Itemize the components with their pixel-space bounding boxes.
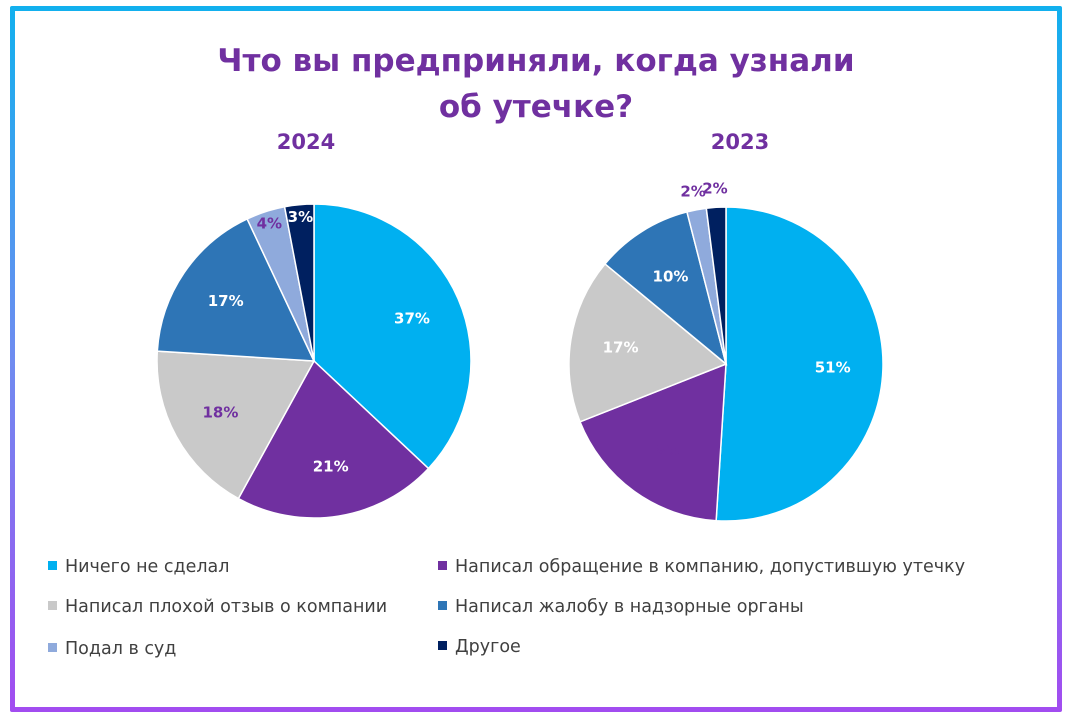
legend-swatch xyxy=(48,600,57,610)
pie-chart-2024: 37% 21% 18% 17% 4% 3% xyxy=(156,203,472,519)
data-label-2023-review: 17% xyxy=(603,338,639,356)
pie-slice-2023-nothing xyxy=(715,206,884,522)
data-label-2023-other: 2% xyxy=(702,180,727,198)
data-label-2023-court: 2% xyxy=(680,182,705,200)
legend-label: Ничего не сделал xyxy=(65,557,230,577)
data-label-2023-appeal: 18% xyxy=(645,441,681,459)
legend-item-review: Написал плохой отзыв о компании xyxy=(48,597,387,617)
pie-slice-2023-complaint xyxy=(603,211,728,367)
data-label-2023-complaint: 10% xyxy=(653,268,689,286)
legend-item-other: Другое xyxy=(438,637,521,657)
chart-title-line-2: об утечке? xyxy=(438,89,634,125)
chart-title: Что вы предприняли, когда узнали об утеч… xyxy=(0,38,1072,130)
pie-slice-2023-review xyxy=(568,262,728,423)
legend-label: Написал плохой отзыв о компании xyxy=(65,597,388,617)
data-label-2024-court: 4% xyxy=(257,215,282,233)
legend-label: Другое xyxy=(455,637,521,657)
data-label-2024-appeal: 21% xyxy=(313,457,349,475)
pie-slice-2024-complaint xyxy=(156,217,316,362)
pie-chart-2023: 51% 18% 17% 10% 2%2% xyxy=(568,180,884,522)
pie-title-2024: 2024 xyxy=(276,130,336,154)
legend-swatch xyxy=(438,560,447,570)
legend-item-court: Подал в суд xyxy=(48,639,176,659)
pie-slice-2024-other xyxy=(283,203,315,362)
data-label-2024-complaint: 17% xyxy=(208,292,244,310)
legend-label: Написал жалобу в надзорные органы xyxy=(455,597,804,617)
legend-swatch xyxy=(438,600,447,610)
pie-slice-2024-appeal xyxy=(237,359,430,519)
legend-swatch xyxy=(438,640,447,650)
data-label-2024-nothing: 37% xyxy=(394,310,430,328)
legend-item-nothing: Ничего не сделал xyxy=(48,557,229,577)
legend-label: Подал в суд xyxy=(65,639,177,659)
legend-item-complaint: Написал жалобу в надзорные органы xyxy=(438,597,804,617)
pie-slice-2024-nothing xyxy=(313,203,472,470)
legend-item-appeal: Написал обращение в компанию, допустившу… xyxy=(438,557,965,577)
data-label-2024-review: 18% xyxy=(202,403,238,421)
pie-slice-2023-other xyxy=(705,206,727,365)
legend-swatch xyxy=(48,560,57,570)
data-label-2024-other: 3% xyxy=(288,208,313,226)
pie-slice-2024-review xyxy=(156,350,316,500)
chart-title-line-1: Что вы предприняли, когда узнали xyxy=(217,43,855,79)
data-label-2023-nothing: 51% xyxy=(815,358,851,376)
legend-swatch xyxy=(48,642,57,652)
pie-slice-2023-appeal xyxy=(579,362,727,522)
pie-title-2023: 2023 xyxy=(710,130,770,154)
legend-label: Написал обращение в компанию, допустившу… xyxy=(455,557,966,577)
